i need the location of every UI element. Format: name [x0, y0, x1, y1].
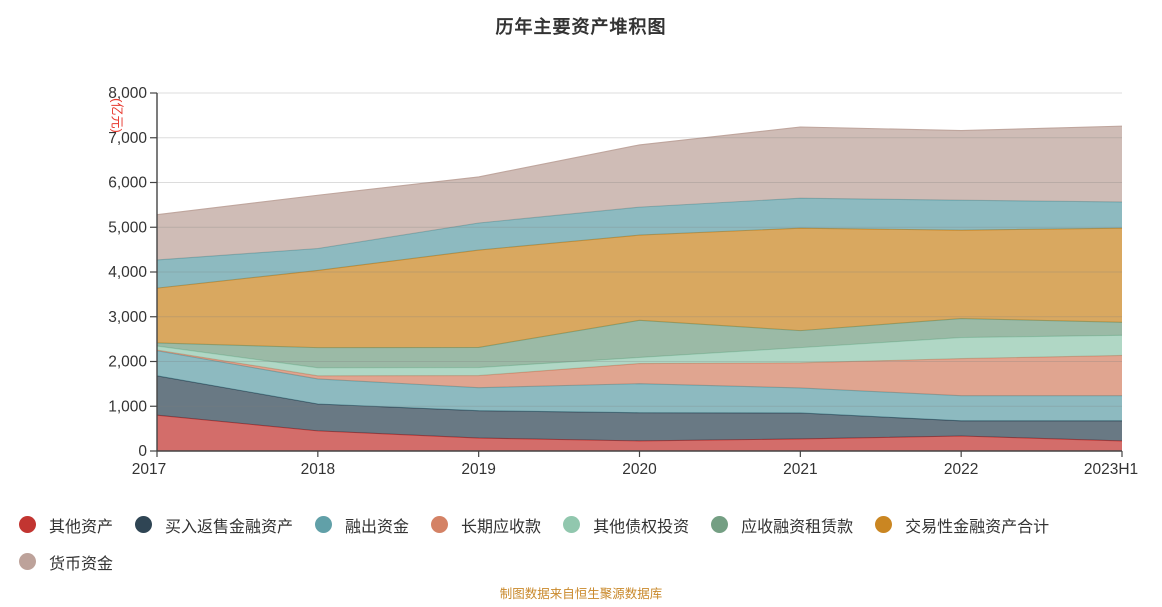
y-axis-label: 7,000 [108, 130, 147, 147]
legend-row: 其他资产 买入返售金融资产 融出资金 长期应收款 其他债权投资 应收融资租赁款 交易性金融资… [19, 506, 1071, 543]
legend-label: 买入返售金融资产 [165, 518, 294, 536]
stacked-area [157, 335, 1122, 376]
x-axis-label: 2019 [461, 461, 495, 478]
legend-swatch-icon [19, 553, 36, 570]
stacked-area [157, 375, 1122, 441]
y-axis-label: 1,000 [108, 398, 147, 415]
legend-item[interactable]: 其他债权投资 [563, 513, 689, 537]
legend-item[interactable]: 融出资金 [315, 513, 409, 537]
area-edge-line [156, 125, 1123, 216]
x-axis-label: 2022 [944, 461, 978, 478]
stacked-area [157, 350, 1122, 421]
legend-swatch-icon [135, 516, 153, 533]
x-axis-label: 2023H1 [1084, 461, 1138, 478]
y-axis-label: 5,000 [108, 219, 147, 236]
legend-swatch-icon [875, 516, 893, 533]
legend-label: 货币资金 [49, 555, 114, 573]
legend-item[interactable]: 其他资产 [19, 513, 113, 537]
legend-label: 交易性金融资产合计 [905, 518, 1050, 536]
legend-label: 应收融资租赁款 [741, 518, 854, 536]
legend-item[interactable]: 交易性金融资产合计 [875, 513, 1049, 537]
legend-swatch-icon [431, 516, 449, 533]
legend-item[interactable]: 买入返售金融资产 [135, 513, 293, 537]
y-axis-label: 3,000 [108, 309, 147, 326]
data-source-note: 制图数据来自恒生聚源数据库 [499, 587, 663, 601]
stacked-area [157, 228, 1122, 348]
legend-row: 货币资金 [19, 543, 1071, 580]
x-axis-label: 2017 [132, 461, 166, 478]
x-axis-label: 2018 [301, 461, 335, 478]
legend: 其他资产 买入返售金融资产 融出资金 长期应收款 其他债权投资 应收融资租赁款 交易性金融资… [19, 506, 1071, 580]
legend-item[interactable]: 长期应收款 [431, 513, 541, 537]
legend-item[interactable]: 货币资金 [19, 550, 113, 574]
y-axis-label: 8,000 [108, 85, 147, 102]
legend-label: 长期应收款 [461, 518, 542, 536]
legend-label: 其他债权投资 [593, 518, 690, 536]
y-axis-label: 6,000 [108, 175, 147, 192]
chart-title: 历年主要资产堆积图 [495, 17, 667, 37]
x-axis-label: 2020 [622, 461, 657, 478]
legend-swatch-icon [711, 516, 729, 533]
stacked-area [157, 350, 1122, 396]
stacked-area [157, 126, 1122, 260]
legend-swatch-icon [563, 516, 581, 533]
legend-swatch-icon [19, 516, 36, 533]
stacked-area [157, 198, 1122, 289]
legend-label: 融出资金 [345, 518, 410, 536]
y-axis-label: 0 [138, 443, 147, 460]
legend-item[interactable]: 应收融资租赁款 [711, 513, 853, 537]
x-axis-label: 2021 [783, 461, 817, 478]
legend-swatch-icon [315, 516, 333, 533]
y-axis-unit-label: (亿元) [109, 98, 125, 133]
legend-label: 其他资产 [49, 518, 114, 536]
stacked-area [157, 318, 1122, 368]
y-axis-label: 4,000 [108, 264, 147, 281]
stacked-area [157, 415, 1122, 451]
y-axis-label: 2,000 [108, 354, 147, 371]
